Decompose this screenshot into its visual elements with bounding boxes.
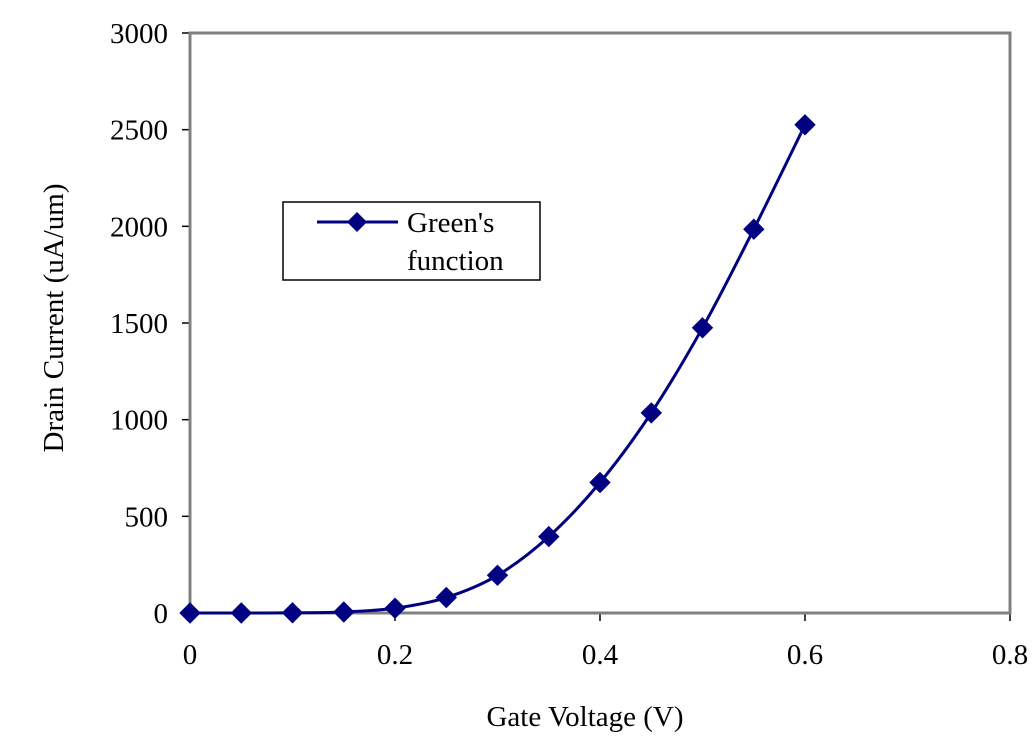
x-tick-label: 0.8: [992, 639, 1028, 671]
data-point-marker: [281, 602, 304, 624]
data-point-marker: [691, 317, 714, 339]
data-point-marker: [486, 564, 509, 587]
y-tick-label: 1500: [110, 308, 168, 340]
data-point-marker: [230, 602, 253, 624]
data-point-marker: [179, 602, 201, 624]
legend: Green's function: [282, 201, 541, 281]
x-axis-title: Gate Voltage (V): [486, 701, 683, 733]
legend-label-line-2: function: [407, 245, 504, 277]
y-axis-title: Drain Current (uA/um): [38, 184, 70, 453]
data-point-marker: [384, 597, 406, 619]
data-point-marker: [640, 402, 663, 424]
legend-box: [282, 201, 541, 281]
y-axis-ticks: [182, 32, 190, 614]
data-point-marker: [538, 525, 560, 548]
legend-label-line-1: Green's: [407, 207, 494, 239]
y-tick-label: 500: [125, 501, 169, 533]
data-point-marker: [794, 114, 816, 136]
legend-marker-diamond: [347, 212, 367, 232]
series-layer: [179, 114, 816, 624]
data-point-marker: [743, 218, 765, 240]
y-tick-label: 2000: [110, 211, 168, 243]
x-tick-label: 0.2: [377, 639, 413, 671]
y-tick-label: 3000: [110, 18, 168, 50]
y-tick-label: 0: [154, 598, 169, 630]
series-line: [189, 124, 807, 615]
y-tick-label: 2500: [110, 115, 168, 147]
plot-area: [188, 31, 1012, 615]
data-point-marker: [435, 586, 458, 609]
x-tick-label: 0: [183, 639, 198, 671]
y-axis-tick-labels: 0 500 1000 1500 2000 2500 3000: [110, 18, 168, 630]
data-point-marker: [333, 601, 355, 623]
x-tick-label: 0.4: [582, 639, 619, 671]
y-tick-label: 1000: [110, 405, 168, 437]
data-point-marker: [589, 471, 611, 494]
x-axis-tick-labels: 0 0.2 0.4 0.6 0.8: [183, 639, 1028, 671]
x-tick-label: 0.6: [787, 639, 823, 671]
